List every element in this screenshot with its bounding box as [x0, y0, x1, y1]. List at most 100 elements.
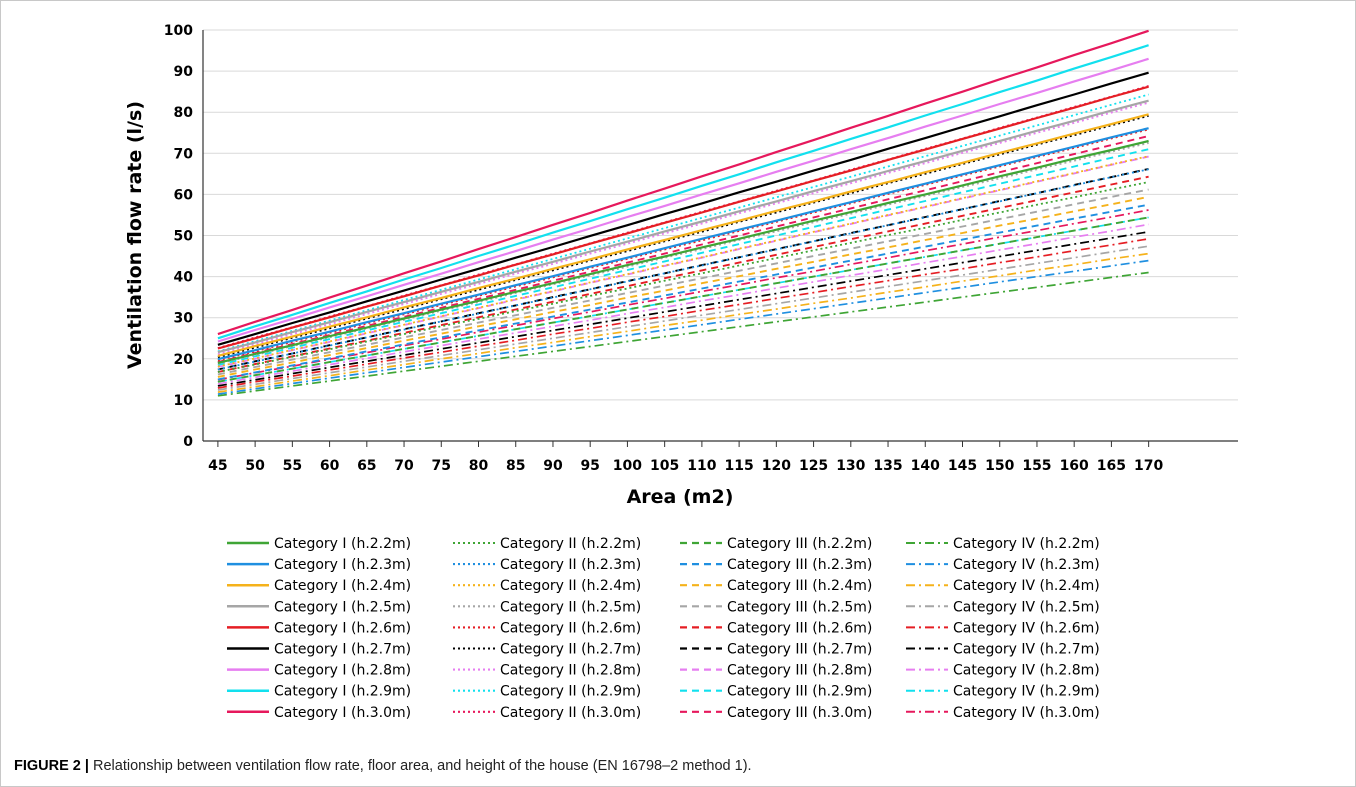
y-tick-label: 60: [174, 187, 194, 203]
x-tick-label: 165: [1097, 458, 1126, 474]
series-line: [217, 181, 1149, 373]
legend-label: Category IV (h.3.0m): [953, 705, 1100, 721]
series-line: [217, 271, 1149, 397]
y-axis-title: Ventilation flow rate (l/s): [124, 101, 146, 369]
series-line: [217, 155, 1149, 368]
legend-label: Category IV (h.2.6m): [953, 620, 1100, 636]
series-line: [217, 93, 1149, 353]
x-tick-label: 110: [687, 458, 716, 474]
legend-label: Category II (h.2.6m): [500, 620, 641, 636]
caption-label: FIGURE 2 |: [14, 758, 89, 774]
legend-label: Category IV (h.2.9m): [953, 684, 1100, 700]
series-line: [217, 245, 1149, 391]
x-tick-label: 140: [911, 458, 940, 474]
y-tick-label: 30: [174, 311, 194, 327]
line-chart: 0 10 20 30 40 50 60 70 80 90 100 45 50 55 60 65 70 75 80 85…: [124, 23, 1238, 721]
x-tick-label: 145: [948, 458, 977, 474]
x-tick-label: 50: [245, 458, 265, 474]
legend-label: Category I (h.2.7m): [274, 642, 411, 658]
y-tick-label: 90: [174, 64, 194, 80]
x-tick-label: 45: [208, 458, 227, 474]
y-tick-label: 70: [174, 146, 194, 162]
legend-label: Category III (h.2.4m): [727, 578, 872, 594]
axes: 0 10 20 30 40 50 60 70 80 90 100 45 50 55 60 65 70 75 80 85…: [164, 23, 1238, 474]
legend-label: Category III (h.2.3m): [727, 557, 872, 573]
y-tick-label: 0: [183, 434, 193, 450]
series-line: [217, 148, 1149, 366]
x-tick-label: 80: [469, 458, 489, 474]
series-line: [217, 71, 1149, 346]
x-tick-label: 125: [799, 458, 828, 474]
legend-label: Category IV (h.2.3m): [953, 557, 1100, 573]
legend-label: Category IV (h.2.2m): [953, 536, 1100, 552]
y-tick-label: 40: [174, 270, 194, 286]
series-line: [217, 168, 1149, 371]
x-tick-label: 65: [357, 458, 376, 474]
legend-label: Category I (h.2.5m): [274, 599, 411, 615]
x-tick-label: 160: [1060, 458, 1089, 474]
legend-label: Category II (h.3.0m): [500, 705, 641, 721]
legend-label: Category IV (h.2.4m): [953, 578, 1100, 594]
grid-lines: [203, 29, 1238, 401]
series-line: [217, 85, 1149, 350]
series-line: [217, 128, 1149, 362]
series-line: [217, 216, 1149, 383]
series-line: [217, 29, 1149, 336]
series-line: [217, 259, 1149, 395]
series-line: [217, 237, 1149, 389]
series-line: [217, 99, 1149, 354]
y-tick-label: 80: [174, 105, 194, 121]
legend-label: Category II (h.2.4m): [500, 578, 641, 594]
series-line: [217, 223, 1149, 385]
legend-label: Category II (h.2.9m): [500, 684, 641, 700]
series-line: [217, 252, 1149, 393]
x-tick-label: 155: [1022, 458, 1051, 474]
x-tick-label: 105: [650, 458, 679, 474]
x-tick-label: 70: [394, 458, 414, 474]
series-lines: [217, 29, 1149, 397]
legend-label: Category I (h.2.2m): [274, 536, 411, 552]
series-line: [217, 203, 1149, 381]
series-line: [217, 139, 1149, 364]
x-tick-label: 150: [985, 458, 1014, 474]
x-tick-label: 60: [320, 458, 340, 474]
x-tick-label: 85: [506, 458, 525, 474]
y-tick-label: 10: [174, 393, 194, 409]
y-tick-label: 100: [164, 23, 193, 39]
series-line: [217, 44, 1149, 340]
x-tick-label: 75: [432, 458, 451, 474]
legend-label: Category III (h.2.6m): [727, 620, 872, 636]
series-line: [217, 127, 1149, 361]
legend-label: Category IV (h.2.8m): [953, 663, 1100, 679]
x-tick-label: 135: [873, 458, 902, 474]
figure-caption: FIGURE 2 | Relationship between ventilat…: [14, 758, 752, 774]
legend-label: Category III (h.2.9m): [727, 684, 872, 700]
legend-label: Category II (h.2.3m): [500, 557, 641, 573]
x-tick-label: 55: [283, 458, 302, 474]
legend-label: Category III (h.3.0m): [727, 705, 872, 721]
legend-label: Category I (h.2.6m): [274, 620, 411, 636]
series-line: [217, 167, 1149, 371]
legend-label: Category III (h.2.5m): [727, 599, 872, 615]
series-line: [217, 175, 1149, 373]
y-tick-label: 50: [174, 229, 194, 245]
series-line: [217, 113, 1149, 357]
series-line: [217, 195, 1149, 378]
legend-label: Category II (h.2.8m): [500, 663, 641, 679]
x-tick-label: 90: [543, 458, 563, 474]
series-line: [217, 57, 1149, 343]
legend-label: Category II (h.2.2m): [500, 536, 641, 552]
x-tick-label: 130: [836, 458, 865, 474]
series-line: [217, 135, 1149, 364]
x-tick-label: 115: [724, 458, 753, 474]
series-line: [217, 209, 1149, 381]
legend: Category I (h.2.2m) Category I (h.2.3m) Ca…: [227, 536, 1100, 721]
legend-label: Category IV (h.2.5m): [953, 599, 1100, 615]
legend-label: Category III (h.2.7m): [727, 642, 872, 658]
legend-label: Category II (h.2.7m): [500, 642, 641, 658]
legend-label: Category II (h.2.5m): [500, 599, 641, 615]
legend-label: Category III (h.2.8m): [727, 663, 872, 679]
legend-label: Category I (h.2.9m): [274, 684, 411, 700]
legend-label: Category I (h.2.8m): [274, 663, 411, 679]
series-line: [217, 230, 1149, 387]
